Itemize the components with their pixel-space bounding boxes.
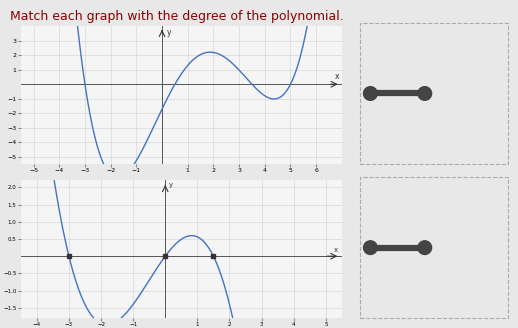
Text: Match each graph with the degree of the polynomial.: Match each graph with the degree of the … xyxy=(10,10,344,23)
Text: x: x xyxy=(335,72,339,81)
Text: y: y xyxy=(167,28,171,37)
Text: x: x xyxy=(334,247,338,254)
Text: y: y xyxy=(168,182,172,188)
